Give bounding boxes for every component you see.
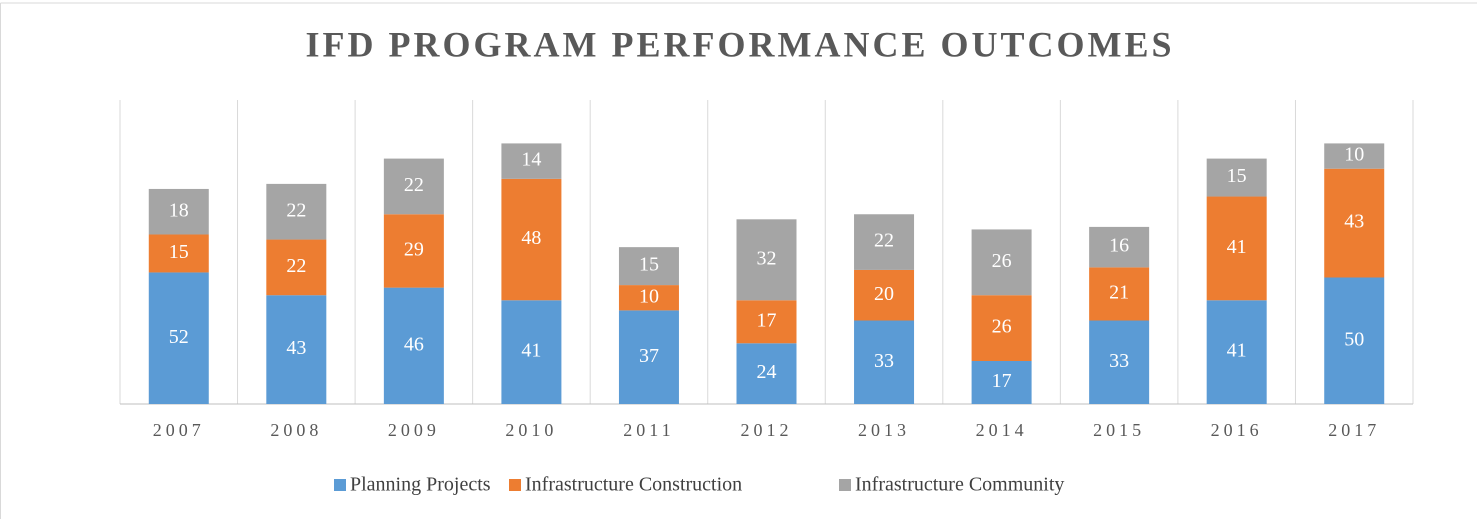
data-label: 43 [1344, 211, 1364, 233]
x-tick-label: 2008 [270, 420, 322, 440]
bar-segment [1089, 320, 1150, 404]
data-label: 15 [1227, 165, 1247, 187]
data-label: 26 [992, 316, 1012, 338]
x-tick-label: 2012 [741, 420, 793, 440]
data-label: 41 [521, 340, 541, 362]
data-label: 26 [992, 250, 1012, 272]
x-tick-label: 2013 [858, 420, 910, 440]
bar-segment [1206, 300, 1267, 404]
data-label: 10 [1344, 144, 1364, 166]
data-label: 22 [286, 255, 306, 277]
data-label: 16 [1109, 235, 1129, 257]
data-label: 33 [1109, 350, 1129, 372]
bar-segment [736, 219, 797, 301]
legend-label: Infrastructure Community [855, 474, 1064, 496]
data-label: 48 [521, 227, 541, 249]
bar-segment [1324, 277, 1385, 404]
bar-segment [501, 143, 562, 179]
x-tick-label: 2014 [976, 420, 1028, 440]
data-label: 43 [286, 337, 306, 359]
data-label: 10 [639, 285, 659, 307]
data-label: 21 [1109, 282, 1129, 304]
legend-label: Planning Projects [350, 474, 491, 496]
bar-segment [266, 295, 327, 404]
legend-swatch [334, 479, 346, 491]
bar-segment [148, 188, 209, 235]
data-label: 32 [757, 247, 777, 269]
data-label: 22 [874, 230, 894, 252]
bar-segment [383, 214, 444, 288]
data-label: 41 [1227, 236, 1247, 258]
bar-segment [971, 295, 1032, 361]
bar-segment [148, 272, 209, 404]
x-tick-label: 2010 [505, 420, 557, 440]
chart-title: IFD PROGRAM PERFORMANCE OUTCOMES [306, 24, 1175, 64]
bar-segment [501, 300, 562, 404]
bar-segment [1089, 267, 1150, 321]
bar-segment [1324, 168, 1385, 278]
bar-segment [971, 360, 1032, 404]
bar-segment [1324, 143, 1385, 169]
legend-swatch [839, 479, 851, 491]
data-label: 20 [874, 283, 894, 305]
bar-segment [1089, 226, 1150, 268]
bar-segment [1206, 196, 1267, 301]
data-label: 41 [1227, 340, 1247, 362]
data-label: 22 [286, 199, 306, 221]
x-tick-label: 2007 [153, 420, 205, 440]
bar-segment [854, 214, 915, 270]
bar-segment [854, 320, 915, 404]
bar-segment [854, 269, 915, 321]
data-label: 15 [639, 254, 659, 276]
data-label: 17 [757, 309, 777, 331]
data-label: 33 [874, 350, 894, 372]
data-label: 14 [521, 149, 541, 171]
data-label: 15 [169, 241, 189, 263]
bar-segment [736, 343, 797, 404]
x-tick-label: 2009 [388, 420, 440, 440]
data-label: 52 [169, 326, 189, 348]
x-tick-label: 2016 [1211, 420, 1263, 440]
bar-segment [736, 300, 797, 344]
data-label: 17 [992, 370, 1012, 392]
bar-segment [501, 178, 562, 301]
bar-segment [383, 158, 444, 215]
data-label: 37 [639, 345, 659, 367]
x-tick-label: 2015 [1093, 420, 1145, 440]
bar-segment [148, 234, 209, 273]
data-label: 22 [404, 174, 424, 196]
data-label: 24 [757, 361, 777, 383]
bar-segment [971, 229, 1032, 296]
bar-segment [618, 285, 679, 311]
data-label: 18 [169, 199, 189, 221]
data-label: 29 [404, 239, 424, 261]
bar-segment [618, 310, 679, 404]
bar-segment [618, 247, 679, 286]
bar-segment [1206, 158, 1267, 197]
legend-label: Infrastructure Construction [525, 474, 742, 496]
bar-segment [383, 287, 444, 404]
data-label: 46 [404, 333, 424, 355]
data-label: 50 [1344, 328, 1364, 350]
bar-segment [266, 183, 327, 240]
legend-swatch [509, 479, 521, 491]
x-tick-label: 2011 [623, 420, 674, 440]
x-tick-label: 2017 [1328, 420, 1380, 440]
bar-segment [266, 239, 327, 296]
